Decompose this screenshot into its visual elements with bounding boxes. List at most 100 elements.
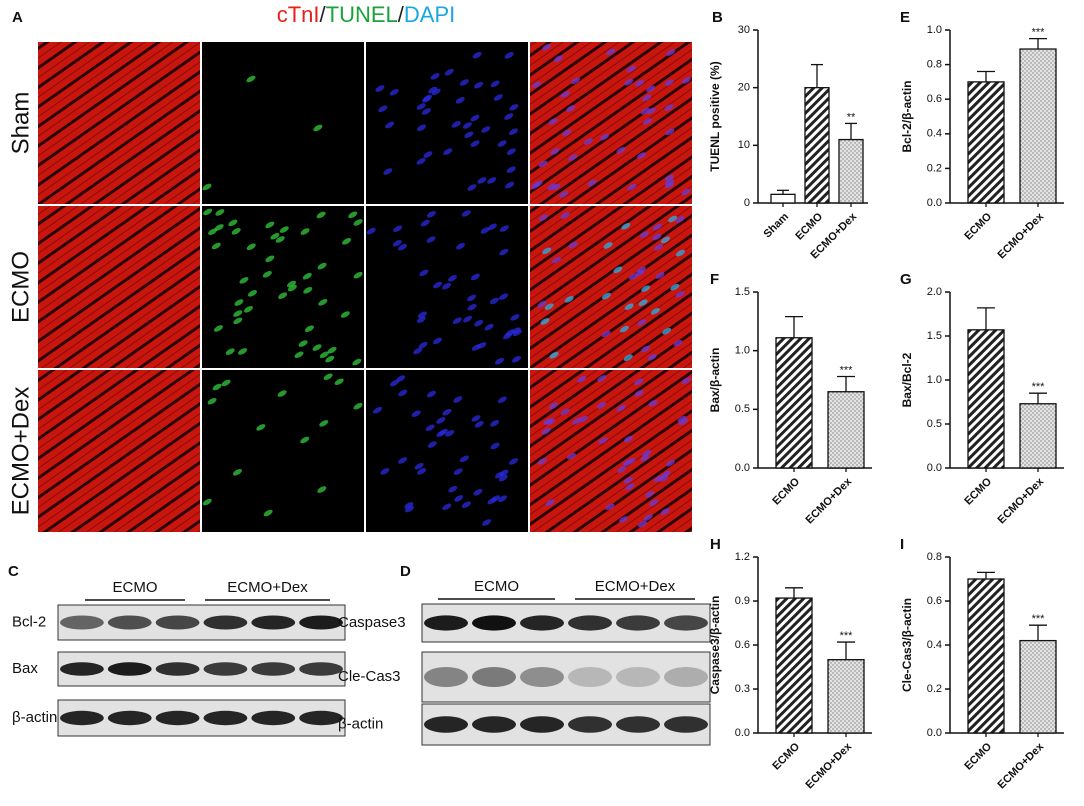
nucleus xyxy=(583,138,593,145)
nucleus xyxy=(436,417,446,424)
y-tick-label: 0.4 xyxy=(927,128,942,140)
nucleus xyxy=(455,96,465,104)
panel-letter: C xyxy=(8,563,19,580)
bar xyxy=(775,597,813,734)
micrograph xyxy=(530,42,692,204)
nucleus xyxy=(231,228,241,235)
panel-letter: F xyxy=(710,271,719,288)
band xyxy=(616,716,660,733)
nucleus xyxy=(564,296,574,303)
nucleus xyxy=(493,94,503,101)
nucleus xyxy=(652,223,662,231)
nucleus xyxy=(559,190,569,198)
nucleus xyxy=(202,183,212,191)
band xyxy=(251,710,296,726)
nucleus xyxy=(568,154,578,161)
band xyxy=(616,615,660,631)
nucleus xyxy=(454,495,464,502)
x-tick-label: ECMO xyxy=(962,210,994,242)
nucleus xyxy=(538,160,548,168)
nucleus xyxy=(568,241,578,249)
nucleus xyxy=(225,348,235,355)
nucleus xyxy=(636,266,646,274)
row-label: Sham xyxy=(7,92,34,155)
band xyxy=(424,667,468,687)
nucleus xyxy=(316,211,326,219)
y-tick-label: 30 xyxy=(738,24,750,36)
bar xyxy=(775,337,813,469)
nucleus xyxy=(375,85,385,92)
nucleus xyxy=(451,121,461,128)
nucleus xyxy=(654,244,664,251)
y-axis-label: Bcl-2/β-actin xyxy=(900,80,914,152)
nucleus xyxy=(598,437,608,445)
band xyxy=(616,667,660,687)
nucleus xyxy=(234,299,244,306)
nucleus xyxy=(587,179,597,187)
nucleus xyxy=(265,221,275,229)
nucleus xyxy=(474,420,484,428)
blot-label: Bax xyxy=(12,660,38,677)
nucleus xyxy=(233,310,243,317)
nucleus xyxy=(504,52,514,59)
y-tick-label: 0.0 xyxy=(735,727,750,739)
nucleus xyxy=(463,315,473,323)
nucleus xyxy=(643,118,653,125)
nucleus xyxy=(666,49,676,56)
y-tick-label: 0.3 xyxy=(735,683,750,695)
nucleus xyxy=(655,272,665,279)
x-tick-label: ECMO xyxy=(770,475,802,507)
nucleus xyxy=(623,354,633,362)
nucleus xyxy=(497,396,507,404)
band xyxy=(299,662,344,676)
nucleus xyxy=(473,488,483,496)
nucleus xyxy=(647,353,657,361)
significance: *** xyxy=(1032,613,1046,625)
nucleus xyxy=(474,81,484,89)
nucleus xyxy=(208,228,218,235)
nucleus xyxy=(613,266,623,274)
x-tick-label: ECMO+Dex xyxy=(804,740,855,791)
band xyxy=(664,716,708,733)
nucleus xyxy=(319,351,329,359)
band xyxy=(664,667,708,687)
nucleus xyxy=(312,344,322,351)
y-tick-label: 0.6 xyxy=(927,595,942,607)
nucleus xyxy=(366,227,376,235)
nucleus xyxy=(443,148,453,156)
nucleus xyxy=(662,327,672,335)
nucleus xyxy=(548,118,558,125)
y-tick-label: 0.9 xyxy=(735,595,750,607)
y-tick-label: 0.5 xyxy=(735,403,750,415)
nucleus xyxy=(505,181,515,189)
nucleus xyxy=(634,390,644,397)
nucleus xyxy=(541,427,551,435)
blot-strip xyxy=(57,699,346,737)
nucleus xyxy=(353,271,363,279)
nucleus xyxy=(477,177,487,184)
title-part: TUNEL xyxy=(326,2,398,27)
y-axis-label: Bax/Bcl-2 xyxy=(900,352,914,407)
nucleus xyxy=(646,107,656,115)
bar xyxy=(838,138,864,204)
nucleus xyxy=(616,404,626,412)
title-part: / xyxy=(398,2,405,27)
nucleus xyxy=(668,215,678,223)
nucleus xyxy=(665,459,675,467)
nucleus xyxy=(444,68,454,76)
band xyxy=(568,716,612,733)
nucleus xyxy=(577,376,587,383)
nucleus xyxy=(353,219,363,226)
x-tick-label: ECMO+Dex xyxy=(804,475,855,526)
nucleus xyxy=(275,236,285,243)
nucleus xyxy=(650,307,660,315)
x-tick-label: ECMO xyxy=(770,740,802,772)
nucleus xyxy=(621,222,631,230)
nucleus xyxy=(653,475,663,483)
nucleus xyxy=(537,300,547,308)
nucleus xyxy=(453,396,463,403)
nucleus xyxy=(418,341,428,349)
nucleus xyxy=(499,225,509,232)
nucleus xyxy=(427,390,437,398)
nucleus xyxy=(664,174,674,182)
